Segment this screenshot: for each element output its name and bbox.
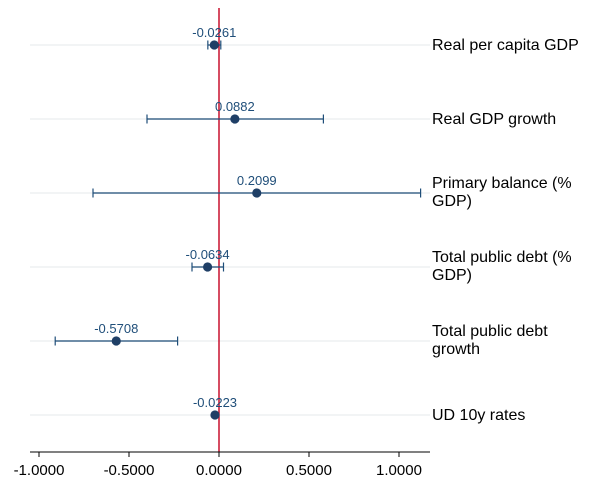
row-label: Total public debt <box>432 323 548 340</box>
row-label: GDP) <box>432 193 472 210</box>
estimate-point <box>111 336 121 346</box>
row-label: Primary balance (% <box>432 175 572 192</box>
estimate-label: -0.0261 <box>192 25 236 40</box>
estimate-label: -0.0223 <box>193 395 237 410</box>
row-label: Real per capita GDP <box>432 37 579 54</box>
estimate-label: -0.5708 <box>94 321 138 336</box>
x-tick-label: -0.5000 <box>104 462 155 479</box>
estimate-point <box>209 40 219 50</box>
row-label: GDP) <box>432 267 472 284</box>
estimate-label: -0.0634 <box>186 247 230 262</box>
estimate-point <box>252 188 262 198</box>
row-labels: Real per capita GDP Real GDP growth Primar… <box>432 37 579 424</box>
confidence-intervals <box>54 40 422 346</box>
estimate-label: 0.2099 <box>237 173 277 188</box>
x-tick-label: 0.5000 <box>286 462 332 479</box>
row-label: Total public debt (% <box>432 249 572 266</box>
row-label: UD 10y rates <box>432 407 525 424</box>
estimate-point <box>230 114 240 124</box>
estimate-points <box>111 40 262 420</box>
estimate-labels: -0.0261 0.0882 0.2099 -0.0634 -0.5708 -0.0223 <box>94 25 276 410</box>
x-tick-label: 1.0000 <box>376 462 422 479</box>
estimate-point <box>210 410 220 420</box>
row-label: Real GDP growth <box>432 111 556 128</box>
x-axis: -1.0000 -0.5000 0.0000 0.5000 1.0000 <box>14 451 430 479</box>
estimate-point <box>202 262 213 272</box>
row-label: growth <box>432 341 480 358</box>
x-tick-label: 0.0000 <box>196 462 242 479</box>
estimate-label: 0.0882 <box>215 99 255 114</box>
x-tick-label: -1.0000 <box>14 462 65 479</box>
